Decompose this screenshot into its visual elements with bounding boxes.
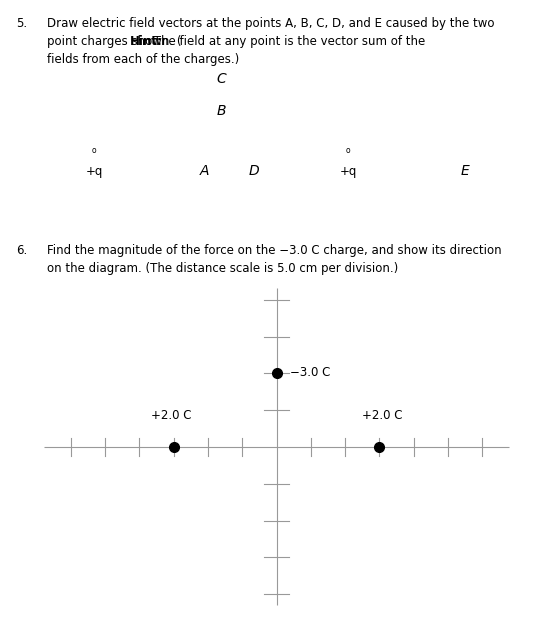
Text: point charges shown. (: point charges shown. ( [47, 35, 181, 48]
Text: +q: +q [85, 165, 103, 178]
Text: E: E [460, 164, 469, 178]
Text: fields from each of the charges.): fields from each of the charges.) [47, 53, 239, 66]
Text: 5.: 5. [17, 17, 28, 30]
Text: The field at any point is the vector sum of the: The field at any point is the vector sum… [150, 35, 426, 48]
Text: B: B [216, 104, 226, 118]
Text: −3.0 C: −3.0 C [290, 366, 331, 378]
Text: +2.0 C: +2.0 C [362, 408, 403, 422]
Text: Find the magnitude of the force on the −3.0 C charge, and show its direction: Find the magnitude of the force on the −… [47, 244, 502, 257]
Text: Draw electric field vectors at the points A, B, C, D, and E caused by the two: Draw electric field vectors at the point… [47, 17, 494, 30]
Text: o: o [92, 146, 96, 155]
Text: o: o [346, 146, 351, 155]
Text: +2.0 C: +2.0 C [150, 408, 191, 422]
Text: Hint:: Hint: [130, 35, 163, 48]
Text: A: A [200, 164, 210, 178]
Text: +q: +q [340, 165, 357, 178]
Text: 6.: 6. [17, 244, 28, 257]
Text: C: C [216, 72, 226, 86]
Text: on the diagram. (The distance scale is 5.0 cm per division.): on the diagram. (The distance scale is 5… [47, 262, 398, 275]
Text: D: D [249, 164, 260, 178]
